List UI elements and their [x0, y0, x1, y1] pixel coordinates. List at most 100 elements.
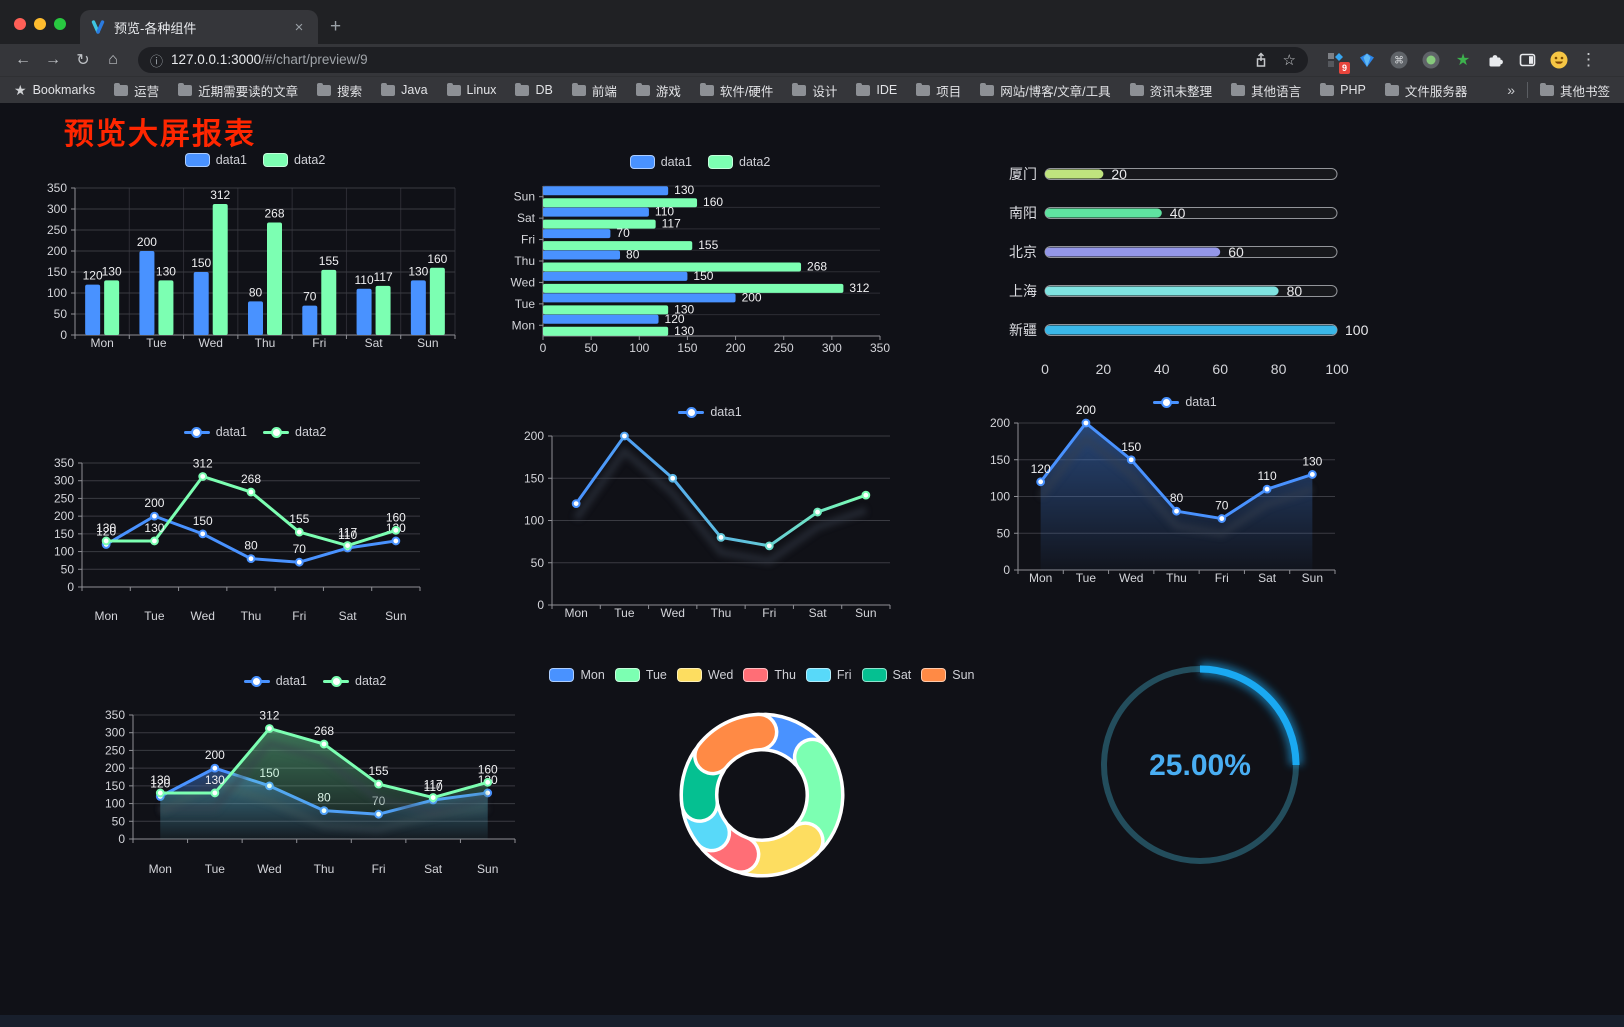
window-zoom-button[interactable] [54, 18, 66, 30]
svg-text:312: 312 [849, 281, 869, 295]
svg-text:100: 100 [524, 514, 544, 528]
window-close-button[interactable] [14, 18, 26, 30]
extension-puzzle-icon[interactable] [1484, 49, 1506, 71]
legend-item-Thu[interactable]: Thu [743, 668, 796, 682]
svg-text:130: 130 [150, 773, 170, 787]
home-icon[interactable]: ⌂ [108, 51, 118, 68]
legend-item-data1[interactable]: data1 [1153, 395, 1217, 409]
extension-grid-icon[interactable]: 9 [1324, 49, 1350, 74]
reload-icon[interactable]: ↻ [76, 52, 90, 69]
chart-bar-grouped: data1 data2 0 50 100 150 200 250 300 350 Mon Tue We… [40, 148, 470, 364]
legend-item-data1[interactable]: data1 [678, 405, 742, 419]
svg-text:Sun: Sun [477, 862, 498, 876]
bookmark-folder[interactable]: 网站/博客/文章/工具 [980, 81, 1111, 100]
bookmarks-manager-item[interactable]: ★ Bookmarks [14, 81, 96, 98]
svg-text:Fri: Fri [312, 336, 326, 350]
legend-donut: Mon Tue Wed Thu Fri Sat Sun [549, 663, 975, 687]
bookmark-folder[interactable]: 软件/硬件 [699, 81, 773, 100]
svg-text:130: 130 [96, 521, 116, 535]
legend-item-data2[interactable]: data2 [708, 155, 770, 169]
svg-text:Mon: Mon [1029, 571, 1052, 585]
bookmarks-overflow-icon[interactable]: » [1507, 82, 1515, 98]
back-icon[interactable]: ← [15, 51, 31, 68]
bookmark-folder[interactable]: 其他语言 [1231, 81, 1301, 100]
bookmark-folder[interactable]: 文件服务器 [1384, 81, 1467, 100]
share-icon[interactable] [1253, 51, 1269, 69]
svg-text:268: 268 [264, 206, 284, 220]
legend-item-data2[interactable]: data2 [263, 425, 326, 439]
legend-item-Sun[interactable]: Sun [921, 668, 975, 682]
bookmark-folder[interactable]: 运营 [114, 81, 159, 100]
legend-item-data1[interactable]: data1 [243, 674, 307, 688]
bookmark-folder[interactable]: 游戏 [635, 81, 681, 100]
svg-text:Fri: Fri [762, 606, 776, 620]
legend-item-Sat[interactable]: Sat [861, 668, 911, 682]
other-bookmarks-folder[interactable]: 其他书签 [1539, 81, 1610, 100]
svg-text:350: 350 [47, 181, 67, 195]
bookmark-folder[interactable]: DB [515, 82, 553, 97]
tab-close-icon[interactable]: × [294, 18, 304, 36]
svg-text:350: 350 [105, 708, 125, 722]
address-bar[interactable]: ⓘ 127.0.0.1:3000/#/chart/preview/9 ☆ [138, 47, 1308, 73]
legend-item-data1[interactable]: data1 [183, 425, 247, 439]
page-content: 预览大屏报表 data1 data2 0 50 100 150 200 250 300 350 M… [0, 103, 1624, 1027]
extension-green-star-icon[interactable]: ★ [1455, 52, 1471, 69]
svg-text:Wed: Wed [190, 609, 214, 623]
bookmarks-list: ★ Bookmarks 运营 近期需要读的文章 搜索 Java Linux DB 前端 游戏软… [0, 81, 1507, 100]
svg-text:300: 300 [54, 474, 74, 488]
extension-command-icon[interactable]: ⌘ [1388, 49, 1410, 71]
new-tab-button[interactable]: + [330, 16, 342, 37]
extension-gem-icon[interactable] [1356, 49, 1378, 71]
legend-item-data1[interactable]: data1 [629, 155, 692, 169]
window-minimize-button[interactable] [34, 18, 46, 30]
svg-text:Sat: Sat [339, 609, 358, 623]
legend-item-Fri[interactable]: Fri [805, 668, 852, 682]
svg-text:60: 60 [1212, 361, 1228, 377]
svg-text:120: 120 [150, 776, 170, 790]
svg-text:150: 150 [990, 453, 1010, 467]
folder-icon [1129, 82, 1144, 96]
bookmark-folder[interactable]: Linux [446, 82, 496, 97]
legend-area-two-series: data1 data2 [100, 669, 530, 693]
legend-item-data2[interactable]: data2 [263, 153, 325, 167]
bookmark-folder[interactable]: 前端 [571, 81, 617, 100]
emoji-extension-icon[interactable] [1548, 49, 1570, 71]
svg-text:Wed: Wed [511, 275, 535, 289]
svg-text:70: 70 [303, 290, 317, 304]
site-info-icon[interactable]: ⓘ [150, 53, 164, 69]
legend-item-data2[interactable]: data2 [323, 674, 386, 688]
side-panel-icon[interactable] [1516, 49, 1538, 71]
forward-icon[interactable]: → [45, 51, 61, 68]
legend-item-Wed[interactable]: Wed [676, 668, 733, 682]
svg-text:200: 200 [137, 235, 157, 249]
bookmark-folder[interactable]: 资讯未整理 [1129, 81, 1212, 100]
bookmark-star-icon[interactable]: ☆ [1282, 52, 1296, 69]
legend-item-Tue[interactable]: Tue [614, 668, 667, 682]
bookmark-folder[interactable]: 项目 [916, 81, 961, 100]
bar-grouped-canvas: 0 50 100 150 200 250 300 350 Mon Tue Wed Thu Fri Sat S… [47, 181, 456, 350]
legend-item-Mon[interactable]: Mon [549, 668, 605, 682]
menu-kebab-icon[interactable]: ⋮ [1580, 50, 1597, 69]
folder-icon [916, 82, 931, 96]
legend-item-data1[interactable]: data1 [184, 153, 247, 167]
bookmark-folder[interactable]: 搜索 [317, 81, 362, 100]
svg-text:Tue: Tue [205, 862, 226, 876]
svg-text:Sat: Sat [424, 862, 443, 876]
bookmark-folder[interactable]: IDE [856, 82, 897, 97]
svg-text:150: 150 [693, 269, 713, 283]
bookmark-folder[interactable]: Java [381, 82, 428, 97]
svg-text:20: 20 [1096, 361, 1112, 377]
svg-text:130: 130 [205, 773, 225, 787]
svg-text:200: 200 [105, 761, 125, 775]
bookmark-folder[interactable]: 近期需要读的文章 [178, 81, 298, 100]
extension-record-icon[interactable] [1420, 49, 1442, 71]
svg-text:Fri: Fri [292, 609, 306, 623]
bookmark-folder[interactable]: PHP [1320, 82, 1366, 97]
browser-tab[interactable]: 预览-各种组件 × [80, 10, 318, 44]
bookmark-folder[interactable]: 设计 [792, 81, 837, 100]
svg-text:155: 155 [319, 254, 339, 268]
svg-text:Wed: Wed [1119, 571, 1143, 585]
svg-text:Fri: Fri [1215, 571, 1229, 585]
svg-text:155: 155 [369, 764, 389, 778]
svg-text:160: 160 [386, 510, 406, 524]
